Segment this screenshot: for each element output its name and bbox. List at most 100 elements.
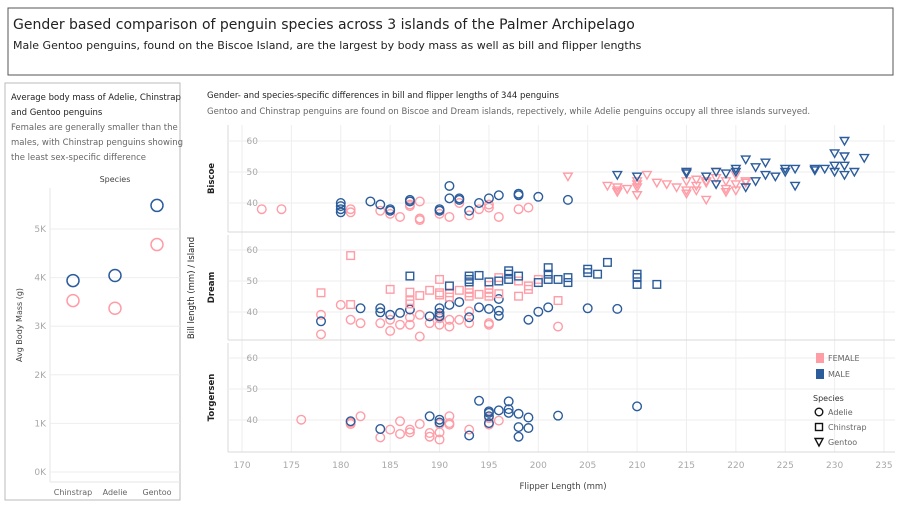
point-adelie-male <box>375 423 386 434</box>
point-adelie-female <box>404 319 415 330</box>
point-gentoo-female <box>601 181 613 192</box>
point-gentoo-male <box>720 169 732 179</box>
point-gentoo-female <box>651 178 663 189</box>
point-adelie-female <box>424 431 435 442</box>
left-y-tick-label: 0K <box>34 468 47 478</box>
point-adelie-female <box>464 318 475 329</box>
point-chinstrap-male <box>543 269 553 279</box>
point-adelie-male <box>513 408 524 419</box>
point-gentoo-male <box>779 164 791 175</box>
point-adelie-female <box>464 210 475 221</box>
point-gentoo-male <box>829 167 841 178</box>
point-adelie-female <box>464 306 475 317</box>
point-adelie-male <box>513 188 524 199</box>
point-gentoo-male <box>750 177 762 187</box>
x-tick-label: 200 <box>530 461 547 471</box>
point-adelie-female <box>345 314 356 325</box>
point-chinstrap-female <box>385 284 395 294</box>
point-adelie-male <box>444 180 455 191</box>
point-adelie-male <box>404 304 415 315</box>
point-chinstrap-female <box>464 291 474 301</box>
point-adelie-female <box>414 419 425 430</box>
point-adelie-male <box>562 194 573 205</box>
point-adelie-female <box>395 319 406 330</box>
y-tick-label: 40 <box>247 308 259 318</box>
point-adelie-male <box>444 299 455 310</box>
point-chinstrap-male <box>652 279 662 289</box>
point-adelie-male <box>375 199 386 210</box>
point-adelie-male <box>385 309 396 320</box>
y-tick-label: 50 <box>247 168 259 178</box>
point-chinstrap-male <box>563 273 573 283</box>
legend-species-gentoo: Gentoo <box>828 438 857 447</box>
right-chart-subtitle: Gentoo and Chinstrap penguins are found … <box>207 107 810 117</box>
avg-mass-point-female <box>108 301 122 316</box>
avg-mass-point-male <box>150 198 164 213</box>
dashboard-title: Gender based comparison of penguin speci… <box>13 17 635 33</box>
point-gentoo-female <box>700 177 712 187</box>
avg-mass-point-male <box>66 273 80 288</box>
left-chart-xlabel: Species <box>100 175 131 184</box>
point-adelie-female <box>483 319 494 330</box>
point-gentoo-male <box>700 172 712 183</box>
point-gentoo-male <box>740 183 752 193</box>
point-gentoo-male <box>838 161 851 172</box>
avg-mass-point-male <box>108 268 122 283</box>
left-chart-title-2: and Gentoo penguins <box>11 108 103 118</box>
point-chinstrap-male <box>543 263 553 273</box>
point-chinstrap-male <box>444 281 454 291</box>
left-chart-subtitle-3: the least sex-specific difference <box>11 153 146 163</box>
point-adelie-female <box>414 331 425 342</box>
point-chinstrap-male <box>504 269 514 279</box>
point-adelie-male <box>434 417 445 428</box>
point-adelie-female <box>355 318 366 329</box>
point-adelie-female <box>345 204 356 215</box>
point-chinstrap-male <box>543 274 553 284</box>
point-adelie-female <box>424 428 435 439</box>
point-gentoo-female <box>690 181 702 192</box>
point-adelie-female <box>385 314 396 325</box>
legend-species-chinstrap: Chinstrap <box>828 423 867 432</box>
point-adelie-male <box>493 305 504 316</box>
point-adelie-male <box>335 204 346 215</box>
left-panel-box <box>4 82 181 501</box>
point-adelie-female <box>316 329 327 340</box>
left-chart-subtitle-1: Females are generally smaller than the <box>11 123 178 133</box>
point-gentoo-male <box>829 149 841 159</box>
point-chinstrap-male <box>514 271 524 281</box>
point-gentoo-male <box>750 163 762 173</box>
point-adelie-female <box>395 428 406 439</box>
point-gentoo-male <box>789 164 801 175</box>
point-adelie-female <box>256 204 267 215</box>
point-chinstrap-male <box>593 269 603 279</box>
point-adelie-male <box>434 307 445 318</box>
point-adelie-male <box>444 193 455 204</box>
point-adelie-female <box>424 318 435 329</box>
point-adelie-female <box>316 309 327 320</box>
point-adelie-male <box>503 396 514 407</box>
legend: FEMALE MALE Species Adelie Chinstrap Gentoo <box>813 353 867 448</box>
point-adelie-male <box>582 303 593 314</box>
legend-label-male: MALE <box>828 370 850 379</box>
point-gentoo-male <box>611 170 623 181</box>
point-chinstrap-female <box>346 251 356 261</box>
point-adelie-male <box>523 314 534 325</box>
point-gentoo-female <box>690 175 702 186</box>
point-chinstrap-female <box>514 291 524 301</box>
point-adelie-female <box>296 414 307 425</box>
point-chinstrap-female <box>346 300 356 310</box>
point-adelie-female <box>335 299 346 310</box>
point-gentoo-female <box>720 187 732 198</box>
point-adelie-male <box>483 411 494 422</box>
point-chinstrap-female <box>435 274 445 284</box>
point-adelie-female <box>404 312 415 323</box>
point-chinstrap-male <box>632 273 642 283</box>
point-chinstrap-male <box>484 277 494 287</box>
point-adelie-female <box>375 205 386 216</box>
point-adelie-male <box>335 201 346 212</box>
point-adelie-male <box>464 312 475 323</box>
circle-icon <box>814 407 824 417</box>
point-adelie-female <box>345 207 356 218</box>
